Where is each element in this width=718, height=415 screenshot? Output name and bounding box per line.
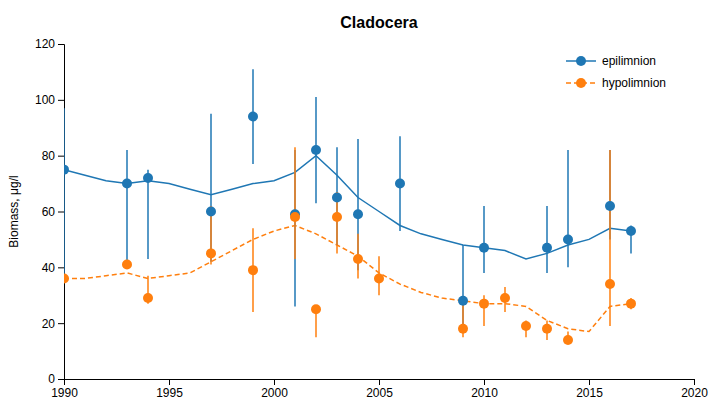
- data-point: [64, 165, 69, 175]
- error-bar: [483, 206, 485, 273]
- x-tick: 2000: [261, 379, 288, 400]
- y-tick-mark: [58, 379, 64, 380]
- legend-label: epilimnion: [602, 54, 656, 68]
- data-point: [500, 293, 510, 303]
- data-point: [374, 274, 384, 284]
- plot-area: [64, 69, 636, 345]
- x-tick-label: 2000: [261, 386, 288, 400]
- x-tick-label: 2005: [366, 386, 393, 400]
- y-tick-mark: [58, 212, 64, 213]
- x-tick: 1990: [51, 379, 78, 400]
- x-axis: 1990 1995 2000 2005 2010 2015 2020: [51, 379, 708, 400]
- x-tick-mark: [484, 379, 485, 385]
- data-point: [626, 299, 636, 309]
- data-point: [605, 201, 615, 211]
- error-bar: [294, 147, 296, 259]
- legend-item: epilimnion: [566, 54, 656, 68]
- y-tick-mark: [58, 156, 64, 157]
- y-tick: 100: [35, 93, 64, 107]
- data-point: [605, 279, 615, 289]
- error-bar: [567, 150, 569, 267]
- chart: 1990 1995 2000 2005 2010 2015 2020 0 20 40 60 80 100…: [0, 0, 718, 415]
- x-tick-label: 1990: [51, 386, 78, 400]
- series-line: [64, 156, 631, 259]
- y-tick-label: 20: [42, 317, 56, 331]
- y-tick-label: 40: [42, 261, 56, 275]
- title: Cladocera: [340, 14, 417, 31]
- data-point: [479, 243, 489, 253]
- data-point: [353, 254, 363, 264]
- data-point: [122, 179, 132, 189]
- y-tick-mark: [58, 323, 64, 324]
- y-tick-mark: [58, 100, 64, 101]
- data-point: [206, 207, 216, 217]
- data-point: [458, 296, 468, 306]
- error-bar: [126, 150, 128, 262]
- error-bar: [609, 150, 611, 326]
- x-tick-mark: [379, 379, 380, 385]
- error-bar: [546, 206, 548, 273]
- y-tick: 60: [42, 205, 64, 219]
- y-tick-label: 80: [42, 149, 56, 163]
- legend: epilimnion hypolimnion: [566, 54, 666, 90]
- legend-swatch-marker: [576, 78, 586, 88]
- x-tick: 2010: [471, 379, 498, 400]
- legend-swatch-marker: [576, 56, 586, 66]
- y-axis: 0 20 40 60 80 100 120: [35, 37, 65, 386]
- y-tick-label: 60: [42, 205, 56, 219]
- data-point: [290, 212, 300, 222]
- data-point: [563, 234, 573, 244]
- data-point: [248, 112, 258, 122]
- y-tick-label: 100: [35, 93, 55, 107]
- data-point: [143, 173, 153, 183]
- data-point: [122, 260, 132, 270]
- legend-label: hypolimnion: [602, 76, 666, 90]
- x-tick-mark: [589, 379, 590, 385]
- data-point: [311, 304, 321, 314]
- x-tick: 2020: [681, 379, 708, 400]
- y-tick-mark: [58, 267, 64, 268]
- y-tick-label: 0: [48, 372, 55, 386]
- data-point: [206, 248, 216, 258]
- y-tick: 40: [42, 261, 64, 275]
- data-point: [143, 293, 153, 303]
- data-point: [332, 193, 342, 203]
- data-point: [458, 324, 468, 334]
- data-point: [563, 335, 573, 345]
- x-tick-mark: [694, 379, 695, 385]
- data-point: [626, 226, 636, 236]
- data-point: [479, 299, 489, 309]
- data-point: [248, 265, 258, 275]
- y-tick: 20: [42, 317, 64, 331]
- series-line: [64, 225, 631, 331]
- y-tick: 0: [48, 372, 64, 386]
- x-tick: 1995: [156, 379, 183, 400]
- data-point: [542, 243, 552, 253]
- data-point: [521, 321, 531, 331]
- data-point: [395, 179, 405, 189]
- y-axis-label: Biomass, μg/l: [7, 175, 21, 247]
- error-bar: [147, 170, 149, 259]
- legend-item: hypolimnion: [566, 76, 666, 90]
- y-tick: 120: [35, 37, 64, 51]
- x-tick: 2015: [576, 379, 603, 400]
- data-point: [311, 145, 321, 155]
- y-axis-line: [58, 45, 65, 380]
- data-point: [332, 212, 342, 222]
- x-tick-mark: [169, 379, 170, 385]
- error-bar: [64, 108, 65, 278]
- x-axis-line: [65, 380, 695, 386]
- data-point: [542, 324, 552, 334]
- x-tick: 2005: [366, 379, 393, 400]
- x-tick-label: 2010: [471, 386, 498, 400]
- y-tick-mark: [58, 44, 64, 45]
- x-tick-label: 2020: [681, 386, 708, 400]
- y-tick-label: 120: [35, 37, 55, 51]
- x-tick-mark: [274, 379, 275, 385]
- x-tick-label: 2015: [576, 386, 603, 400]
- data-point: [64, 274, 69, 284]
- data-point: [353, 209, 363, 219]
- y-tick: 80: [42, 149, 64, 163]
- x-tick-label: 1995: [156, 386, 183, 400]
